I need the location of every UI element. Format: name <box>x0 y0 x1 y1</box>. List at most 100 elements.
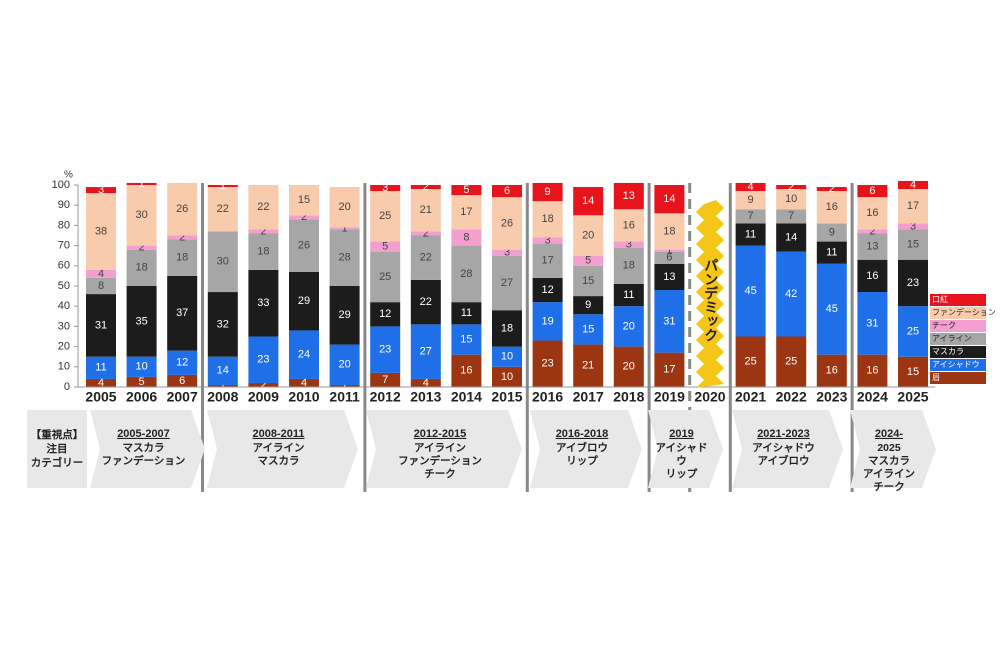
bar-segment <box>410 231 441 236</box>
data-label: 5 <box>463 184 469 196</box>
bar-segment <box>410 378 441 387</box>
focus-item: アイライン <box>414 442 466 454</box>
heading-text: カテゴリー <box>31 456 84 469</box>
x-tick-label: 2007 <box>167 389 198 405</box>
data-label: 4 <box>748 181 754 193</box>
legend-label: チーク <box>932 321 956 330</box>
data-label: 42 <box>785 288 797 300</box>
legend-swatch <box>930 346 986 358</box>
data-label: 19 <box>541 315 553 327</box>
bar-segment <box>857 197 888 230</box>
bar-segment <box>126 286 157 357</box>
focus-period: 2019 <box>669 428 693 440</box>
data-label: 10 <box>135 361 147 373</box>
bar-segment <box>289 271 319 331</box>
bar-segment <box>207 384 238 387</box>
data-label: 14 <box>217 365 229 377</box>
data-label: 15 <box>460 333 472 345</box>
data-label: 18 <box>501 322 513 334</box>
data-label: 20 <box>623 320 635 332</box>
data-label: 25 <box>379 271 391 283</box>
bar-segment <box>370 185 401 192</box>
data-label: 15 <box>582 275 594 287</box>
bar-segment <box>613 182 644 210</box>
bar-segment <box>86 269 116 278</box>
data-label: 3 <box>382 182 388 194</box>
bar-segment <box>898 180 928 190</box>
data-label: 18 <box>257 246 269 258</box>
data-label: 4 <box>98 268 104 280</box>
bar-segment <box>451 302 482 325</box>
data-label: 20 <box>582 229 594 241</box>
y-tick-label: 70 <box>58 240 70 252</box>
x-tick-label: 2018 <box>613 389 644 405</box>
x-tick-label: 2010 <box>288 389 319 405</box>
bar-segment <box>207 231 238 293</box>
bar-segment <box>410 189 441 232</box>
focus-period: 2016-2018 <box>556 428 609 440</box>
y-unit: % <box>64 170 73 181</box>
bar-segment <box>573 255 604 266</box>
legend-swatch <box>930 294 986 306</box>
focus-item: チーク <box>424 468 456 480</box>
data-label: 11 <box>623 289 634 301</box>
data-label: 23 <box>541 358 553 370</box>
bar-segment <box>329 286 360 345</box>
data-label: 26 <box>298 240 310 252</box>
x-tick-label: 2015 <box>491 389 522 405</box>
y-tick-label: 30 <box>58 320 70 332</box>
data-label: 11 <box>461 307 472 319</box>
data-label: 33 <box>257 297 269 309</box>
data-label: 1 <box>220 380 226 392</box>
data-label: 15 <box>298 194 310 206</box>
data-label: 2 <box>139 242 145 254</box>
bar-segment <box>654 251 685 264</box>
bar-segment <box>857 233 888 260</box>
bar-segment <box>289 378 319 387</box>
data-label: 21 <box>582 360 594 372</box>
bar-segment <box>816 191 847 224</box>
data-label: 6 <box>504 185 510 197</box>
focus-panel <box>90 410 205 488</box>
bar-segment <box>857 292 888 355</box>
bar-segment <box>654 263 685 291</box>
bar-segment <box>370 251 401 303</box>
data-label: 25 <box>907 325 919 337</box>
data-label: 2 <box>788 181 794 193</box>
bar-segment <box>532 237 563 244</box>
bar-segment <box>532 243 563 278</box>
data-label: 22 <box>420 252 432 264</box>
focus-item: チーク <box>873 481 905 493</box>
bar-segment <box>613 283 644 307</box>
legend-label: アイライン <box>932 334 972 343</box>
y-tick-label: 50 <box>58 280 70 292</box>
bar-segment <box>410 279 441 325</box>
focus-period: 2005-2007 <box>117 428 170 440</box>
x-tick-label: 2016 <box>532 389 563 405</box>
bar-segment <box>898 189 928 224</box>
x-tick-label: 2023 <box>816 389 847 405</box>
bar-segment <box>573 296 604 315</box>
bar-segment <box>857 259 888 293</box>
bar-segment <box>86 378 116 387</box>
data-label: 17 <box>541 255 553 267</box>
data-label: 38 <box>95 225 107 237</box>
data-label: 1 <box>342 380 348 392</box>
focus-item: ウ <box>676 455 687 467</box>
data-label: 3 <box>626 238 632 250</box>
bar-segment <box>573 187 604 216</box>
data-label: 6 <box>666 252 672 264</box>
x-tick-label: 2020 <box>694 389 725 405</box>
focus-item: 2025 <box>877 442 901 454</box>
data-label: 3 <box>910 220 916 232</box>
data-label: 13 <box>866 241 878 253</box>
bar-segment <box>207 356 238 385</box>
bar-segment <box>898 229 928 260</box>
data-label: 14 <box>663 193 675 205</box>
data-label: 16 <box>866 270 878 282</box>
data-label: 5 <box>139 376 145 388</box>
data-label: 23 <box>257 354 269 366</box>
data-label: 17 <box>663 364 675 376</box>
